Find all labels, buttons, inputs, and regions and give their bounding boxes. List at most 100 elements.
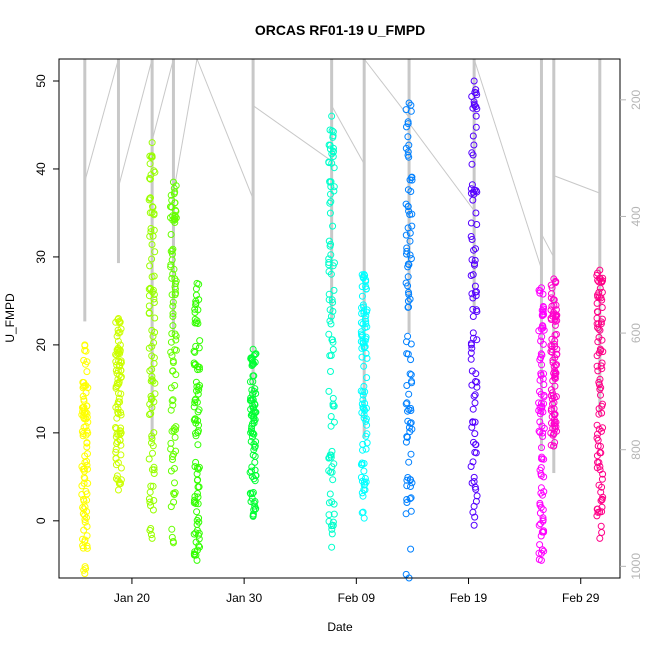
- data-point: [360, 481, 368, 489]
- data-point: [467, 233, 475, 240]
- data-point: [81, 452, 89, 460]
- data-point: [468, 344, 476, 352]
- profile-bar: [330, 59, 334, 322]
- data-point: [551, 337, 559, 345]
- data-point: [330, 500, 338, 508]
- data-point: [406, 251, 414, 259]
- data-point: [82, 487, 90, 495]
- data-point: [359, 404, 367, 411]
- data-point: [112, 455, 120, 463]
- data-point: [540, 381, 548, 389]
- data-point: [595, 425, 603, 433]
- data-point: [404, 297, 412, 305]
- data-point: [553, 351, 561, 359]
- data-point: [145, 455, 153, 463]
- data-point: [167, 231, 175, 238]
- data-point: [540, 488, 548, 496]
- data-point: [473, 188, 481, 196]
- data-point: [537, 407, 545, 415]
- data-point: [115, 380, 123, 388]
- data-point: [251, 416, 259, 424]
- data-point: [169, 367, 177, 375]
- data-point: [537, 284, 545, 292]
- data-point: [252, 390, 260, 397]
- data-point: [407, 494, 415, 502]
- data-point: [467, 349, 475, 357]
- data-point: [405, 153, 413, 161]
- data-point: [326, 126, 334, 134]
- points-layer: [78, 77, 607, 582]
- data-point: [330, 164, 338, 172]
- data-point: [145, 285, 153, 293]
- profile-bar: [407, 59, 411, 334]
- data-point: [537, 370, 545, 378]
- data-point: [361, 343, 369, 351]
- data-point: [359, 396, 367, 404]
- data-point: [192, 297, 200, 305]
- data-point: [408, 425, 416, 433]
- data-point: [330, 402, 338, 410]
- data-point: [407, 371, 415, 379]
- data-point: [472, 123, 480, 131]
- data-point: [552, 393, 560, 401]
- data-point: [149, 203, 156, 211]
- profile-bar: [539, 59, 543, 450]
- data-point: [250, 446, 258, 454]
- data-point: [115, 394, 123, 402]
- x-tick-label: Feb 19: [450, 591, 488, 605]
- data-point: [407, 255, 415, 263]
- data-point: [146, 262, 154, 270]
- data-point: [363, 404, 370, 412]
- data-point: [547, 342, 555, 350]
- data-point: [329, 222, 337, 230]
- data-point: [540, 473, 548, 481]
- data-point: [249, 512, 257, 520]
- data-point: [169, 359, 177, 366]
- data-point: [325, 255, 333, 263]
- data-point: [146, 498, 154, 506]
- data-point: [150, 299, 158, 306]
- data-point: [329, 153, 337, 160]
- data-point: [538, 444, 545, 452]
- data-point: [472, 245, 479, 253]
- profile-bar: [150, 59, 154, 439]
- data-point: [539, 303, 547, 310]
- data-point: [190, 347, 198, 355]
- profile-bar: [552, 59, 556, 474]
- data-point: [192, 378, 200, 386]
- data-point: [148, 372, 156, 380]
- data-point: [593, 421, 601, 429]
- data-point: [325, 290, 333, 298]
- data-point: [538, 361, 546, 369]
- data-point: [150, 295, 158, 303]
- data-point: [112, 403, 120, 411]
- profile-connector: [196, 58, 254, 200]
- data-point: [150, 339, 158, 347]
- data-point: [470, 473, 478, 481]
- data-point: [596, 266, 604, 274]
- data-point: [548, 389, 556, 397]
- data-point: [148, 432, 156, 440]
- data-point: [150, 466, 158, 474]
- data-point: [597, 497, 605, 505]
- data-point: [362, 333, 370, 341]
- data-point: [115, 389, 122, 397]
- data-point: [328, 296, 336, 304]
- data-point: [168, 250, 176, 258]
- data-point: [80, 423, 88, 431]
- data-point: [594, 505, 602, 513]
- data-point: [407, 507, 415, 515]
- data-point: [403, 399, 411, 407]
- profile-bar: [83, 59, 87, 322]
- data-point: [469, 508, 477, 516]
- data-point: [403, 433, 411, 441]
- data-point: [597, 522, 605, 530]
- data-point: [408, 210, 416, 218]
- data-point: [407, 107, 415, 115]
- data-point: [471, 391, 479, 399]
- y-tick-label: 0: [34, 517, 48, 524]
- data-point: [407, 340, 415, 348]
- data-point: [249, 361, 257, 369]
- data-point: [145, 292, 153, 300]
- data-point: [113, 430, 121, 438]
